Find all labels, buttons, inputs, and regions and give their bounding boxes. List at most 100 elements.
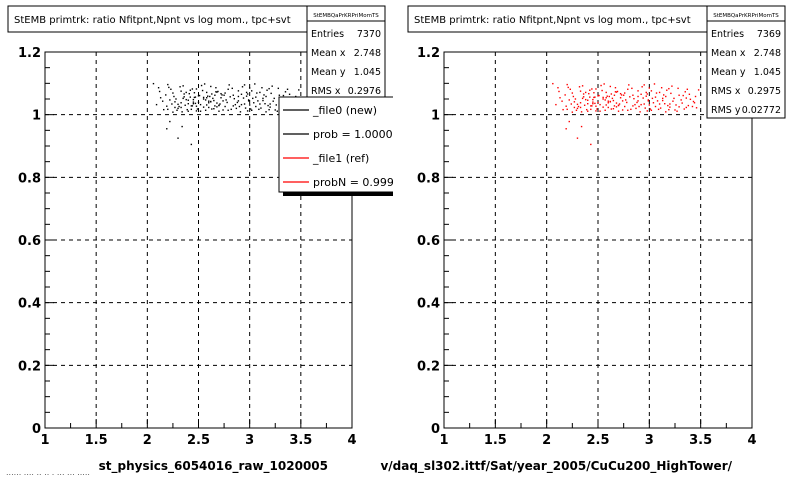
data-point (568, 120, 570, 123)
data-point (265, 95, 267, 98)
data-point (169, 99, 171, 101)
x-tick-label: 2 (143, 433, 152, 448)
data-point (177, 103, 179, 106)
data-point (653, 83, 656, 85)
data-point (257, 100, 259, 102)
y-tick-label: 0.2 (417, 359, 440, 374)
data-point (208, 106, 210, 109)
data-point (655, 92, 658, 94)
data-point (248, 87, 251, 89)
data-point (579, 102, 582, 104)
data-point (663, 94, 665, 96)
data-point (644, 107, 646, 109)
data-point (278, 94, 281, 96)
data-point (666, 89, 668, 91)
data-point (669, 103, 671, 105)
x-axis-title-right: v/daq_sl302.ittf/Sat/year_2005/CuCu200_H… (380, 459, 732, 474)
data-point (172, 92, 174, 94)
data-point (623, 105, 626, 108)
data-point (605, 104, 607, 106)
data-point (213, 99, 215, 102)
y-tick-label: 1 (431, 109, 440, 124)
data-point (648, 104, 651, 106)
data-points (552, 82, 700, 146)
data-point (185, 91, 187, 94)
stats-label: RMS x (711, 86, 741, 97)
stats-label: Mean x (711, 48, 746, 59)
x-tick-label: 1 (439, 433, 448, 448)
data-point (284, 91, 287, 93)
stats-value: 0.2976 (348, 86, 381, 97)
data-point (617, 110, 620, 112)
data-point (607, 100, 609, 102)
data-point (561, 100, 563, 102)
data-point (184, 104, 186, 106)
data-point (274, 109, 276, 111)
data-point (609, 85, 612, 88)
data-point (170, 88, 172, 90)
data-point (189, 96, 192, 98)
data-point (192, 101, 195, 103)
data-point (564, 94, 566, 96)
x-tick-label: 3.5 (689, 433, 712, 448)
data-point (166, 128, 168, 130)
data-point (656, 100, 659, 102)
data-point (614, 87, 617, 89)
data-point (231, 87, 233, 90)
data-point (612, 108, 615, 110)
data-point (587, 110, 589, 112)
data-point (192, 98, 195, 101)
data-point (181, 111, 183, 113)
data-point (240, 93, 243, 95)
data-point (273, 97, 275, 100)
data-point (675, 104, 677, 106)
data-point (264, 103, 266, 105)
data-point (637, 100, 639, 102)
plot-title: StEMB primtrk: ratio Nfitpnt,Npnt vs log… (414, 15, 691, 26)
data-point (178, 105, 180, 108)
stats-label: Mean y (311, 67, 346, 78)
data-point (615, 106, 618, 108)
data-point (552, 82, 554, 85)
data-point (635, 107, 637, 110)
data-point (176, 109, 178, 111)
data-point (589, 89, 591, 91)
data-point (583, 104, 586, 106)
data-point (593, 96, 595, 99)
legend-label: _file1 (ref) (312, 152, 369, 165)
data-point (171, 103, 173, 105)
data-point (207, 95, 209, 97)
data-point (558, 90, 560, 93)
data-point (590, 143, 592, 146)
data-point (596, 108, 598, 110)
stats-value: 7369 (757, 29, 781, 40)
axes: 1 1.5 2 2.5 3 3.5 4 0 0.2 0.4 0.6 0.8 1 1.2 (18, 46, 357, 448)
data-point (298, 89, 300, 91)
data-point (220, 92, 222, 95)
data-point (622, 94, 625, 96)
data-point (175, 98, 177, 100)
data-point (638, 105, 640, 108)
data-point (565, 105, 567, 107)
data-point (566, 83, 568, 86)
data-point (179, 86, 181, 88)
data-point (202, 106, 205, 108)
data-point (684, 91, 686, 93)
data-point (621, 109, 624, 111)
data-point (243, 84, 246, 86)
data-point (589, 96, 591, 98)
data-point (191, 88, 194, 90)
data-point (295, 95, 297, 98)
data-point (577, 105, 580, 108)
legend: _file0 (new) prob = 1.000000 _file1 (ref) p… (278, 96, 393, 196)
data-point (211, 108, 213, 110)
data-point (205, 97, 208, 99)
data-point (187, 103, 189, 105)
data-point (650, 109, 653, 111)
data-point (259, 91, 261, 94)
data-point (616, 90, 619, 93)
data-point (659, 107, 662, 109)
stats-value: 1.045 (754, 67, 781, 78)
data-point (615, 102, 618, 104)
data-point (226, 101, 228, 104)
